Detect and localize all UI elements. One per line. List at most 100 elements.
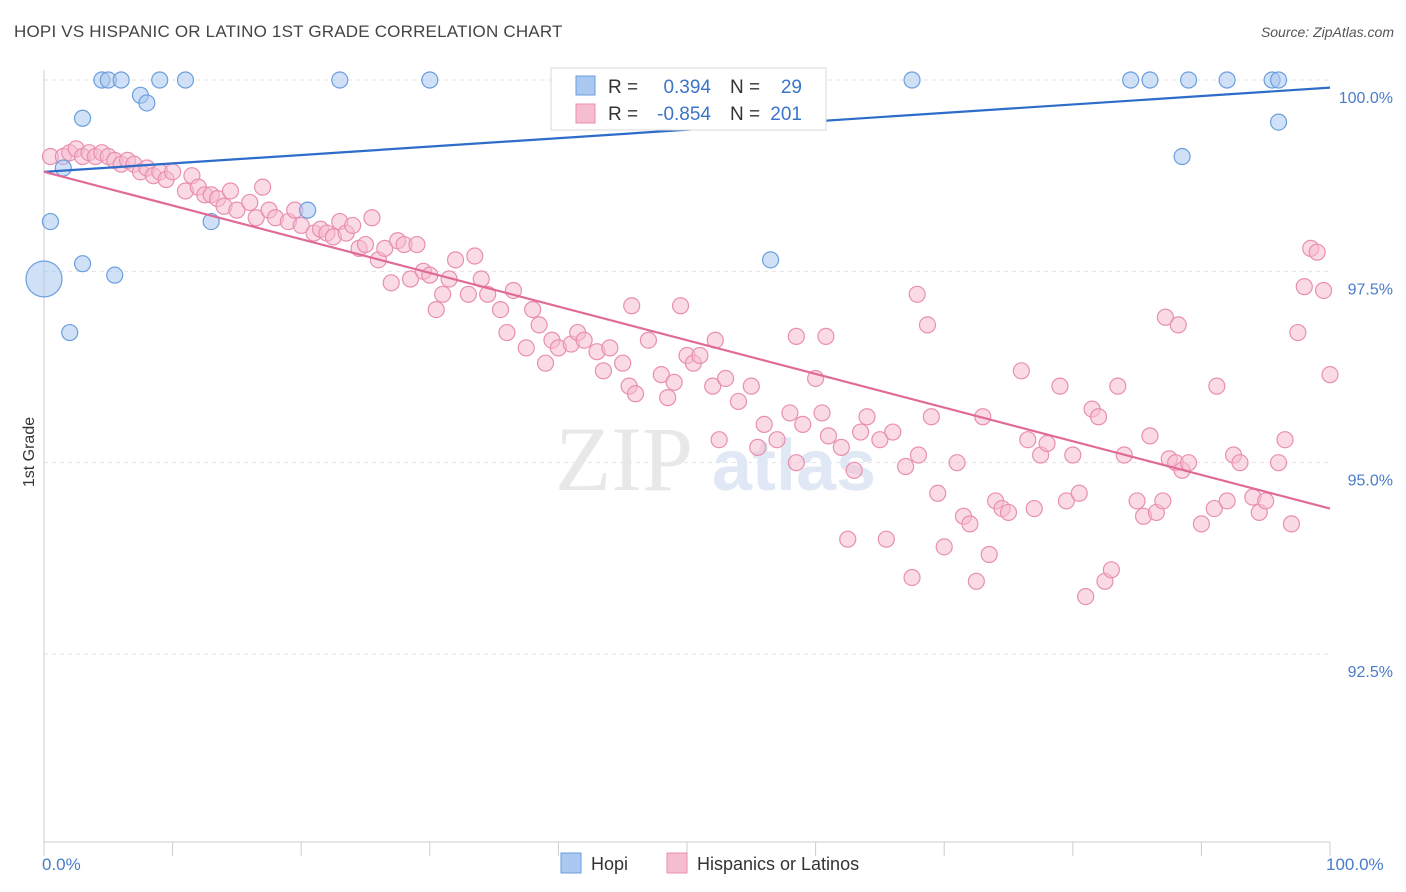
- hisp-point-63: [491, 301, 510, 319]
- legend-n-value-hopi: 29: [781, 77, 802, 98]
- hisp-point-90: [716, 369, 735, 388]
- hisp-point-134: [1077, 587, 1095, 606]
- hisp-point-26: [221, 182, 240, 200]
- hisp-point-55: [427, 301, 445, 319]
- series-hopi-points: [25, 71, 1288, 342]
- hopi-point-21: [41, 212, 60, 231]
- hisp-point-35: [292, 216, 310, 235]
- hisp-point-162: [1295, 278, 1313, 296]
- hisp-point-116: [948, 454, 966, 472]
- hisp-point-18: [164, 163, 182, 181]
- hisp-point-169: [1208, 377, 1226, 395]
- bottom-legend-label-hopi: Hopi: [591, 854, 628, 874]
- hisp-point-133: [1070, 484, 1088, 502]
- hisp-point-52: [408, 235, 426, 254]
- hisp-point-173: [787, 327, 805, 345]
- watermark-zip: ZIP: [555, 408, 693, 510]
- hisp-point-94: [755, 415, 773, 433]
- hisp-point-74: [575, 331, 593, 349]
- bottom-legend-swatch-hisp: [666, 852, 688, 874]
- hisp-point-114: [929, 484, 947, 502]
- hisp-point-77: [601, 339, 619, 357]
- hisp-point-143: [1141, 427, 1159, 445]
- hisp-point-115: [935, 538, 953, 556]
- legend-r-label-hisp: R =: [608, 104, 638, 125]
- hisp-point-91: [729, 392, 748, 411]
- hisp-point-172: [817, 327, 835, 345]
- legend-r-label-hopi: R =: [608, 77, 638, 98]
- hisp-point-98: [794, 415, 812, 433]
- hisp-point-126: [1019, 431, 1037, 449]
- hisp-point-45: [363, 209, 381, 227]
- hopi-point-2: [112, 71, 130, 89]
- y-axis-title: 1st Grade: [21, 417, 38, 487]
- hopi-point-17: [1269, 113, 1288, 131]
- hisp-point-93: [749, 438, 767, 456]
- hisp-point-104: [845, 461, 863, 479]
- hopi-point-5: [331, 71, 349, 89]
- y-tick-label-3: 92.5%: [1348, 664, 1393, 681]
- hopi-point-27: [61, 323, 79, 342]
- hisp-point-171: [918, 316, 937, 334]
- series-legend: Hopi Hispanics or Latinos: [560, 852, 859, 874]
- watermark: ZIP atlas: [555, 408, 876, 510]
- hisp-point-92: [742, 377, 760, 395]
- hisp-point-106: [858, 408, 876, 426]
- hisp-point-47: [376, 239, 394, 257]
- hisp-point-68: [530, 316, 548, 334]
- hopi-point-15: [138, 94, 156, 112]
- hisp-point-175: [671, 297, 690, 315]
- hisp-point-127: [1025, 499, 1043, 518]
- hisp-point-124: [999, 503, 1018, 522]
- hisp-point-136: [1089, 408, 1108, 426]
- hisp-point-105: [852, 423, 870, 441]
- hopi-point-3: [151, 71, 169, 89]
- hopi-point-13: [1269, 71, 1288, 89]
- hisp-point-159: [1276, 431, 1294, 449]
- legend-n-label-hopi: N =: [730, 77, 760, 98]
- hisp-point-108: [877, 530, 895, 548]
- hisp-point-87: [691, 346, 709, 365]
- hisp-point-89: [710, 431, 728, 449]
- legend-n-label-hisp: N =: [730, 104, 760, 125]
- hisp-point-149: [1179, 454, 1198, 472]
- hisp-point-60: [466, 247, 484, 265]
- hisp-point-44: [356, 235, 375, 254]
- hisp-point-154: [1231, 454, 1249, 472]
- hisp-point-42: [344, 216, 362, 235]
- hisp-point-145: [1154, 492, 1172, 510]
- hisp-point-165: [1314, 281, 1333, 300]
- hisp-point-101: [819, 427, 838, 445]
- hisp-point-56: [434, 285, 452, 303]
- hisp-point-84: [665, 373, 683, 391]
- x-tick-label-min: 0.0%: [42, 855, 81, 874]
- hisp-point-132: [1064, 446, 1082, 464]
- legend-swatch-hopi: [575, 75, 596, 96]
- hopi-point-9: [1141, 71, 1159, 89]
- hopi-point-24: [106, 266, 124, 284]
- hopi-point-8: [1122, 71, 1140, 89]
- hisp-point-66: [517, 339, 535, 357]
- hisp-point-160: [1282, 515, 1301, 533]
- hisp-point-150: [1192, 515, 1211, 533]
- hisp-point-129: [1038, 434, 1056, 453]
- hisp-point-64: [498, 323, 516, 342]
- hisp-point-69: [536, 354, 555, 372]
- hopi-point-23: [73, 255, 92, 273]
- hisp-point-161: [1289, 323, 1307, 342]
- hisp-point-29: [247, 209, 265, 227]
- hisp-point-107: [871, 431, 889, 449]
- hisp-point-62: [479, 285, 497, 303]
- hopi-point-10: [1179, 71, 1198, 89]
- hisp-point-164: [1308, 243, 1326, 261]
- hisp-point-139: [1109, 377, 1127, 395]
- source-credit: Source: ZipAtlas.com: [1260, 24, 1394, 40]
- y-tick-labels: 100.0% 97.5% 95.0% 92.5%: [1339, 90, 1393, 681]
- hisp-point-158: [1269, 454, 1288, 472]
- hisp-point-166: [1321, 366, 1339, 384]
- legend-r-value-hisp: -0.854: [657, 104, 711, 125]
- correlation-legend: R = 0.394 N = 29 R = -0.854 N = 201: [550, 67, 827, 131]
- y-tick-label-1: 97.5%: [1348, 281, 1393, 298]
- legend-r-value-hopi: 0.394: [663, 77, 711, 98]
- chart-title: HOPI VS HISPANIC OR LATINO 1ST GRADE COR…: [14, 22, 563, 41]
